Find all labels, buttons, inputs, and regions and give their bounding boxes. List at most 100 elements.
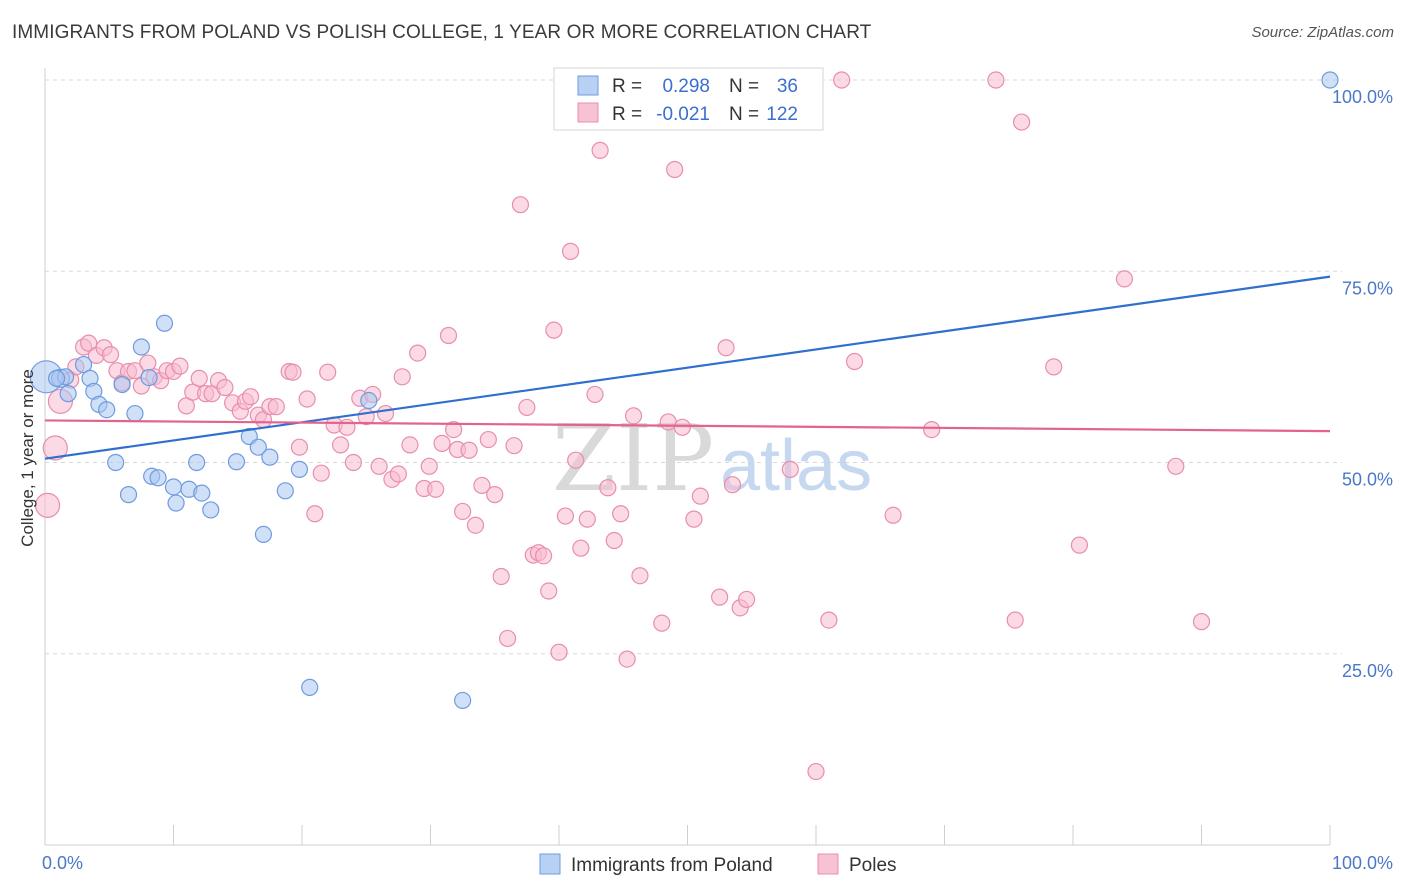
data-point-immigrants-from-poland <box>188 453 206 472</box>
data-point-poles <box>376 404 395 423</box>
data-point-poles <box>306 505 324 523</box>
data-point-poles <box>177 397 195 415</box>
data-point-immigrants-from-poland <box>290 460 309 478</box>
data-point-poles <box>540 582 558 600</box>
data-point-poles <box>242 388 260 406</box>
data-point-poles <box>738 590 756 609</box>
data-point-poles <box>445 421 463 439</box>
data-point-poles <box>290 438 309 456</box>
data-point-poles <box>561 242 580 260</box>
data-point-poles <box>807 762 825 781</box>
legend-box <box>553 67 824 131</box>
data-point-poles <box>1006 611 1024 629</box>
legend-n-value-1: 122 <box>766 104 798 125</box>
data-point-poles <box>781 460 799 478</box>
chart-source: Source: ZipAtlas.com <box>1251 24 1394 41</box>
y-tick-label: 100.0% <box>1332 87 1393 107</box>
data-point-poles <box>190 369 208 387</box>
data-point-poles <box>486 486 504 504</box>
data-point-poles <box>1192 613 1211 631</box>
data-point-poles <box>439 326 458 345</box>
data-point-immigrants-from-poland <box>164 478 183 496</box>
data-point-poles <box>401 436 419 454</box>
data-point-immigrants-from-poland <box>193 484 211 502</box>
data-point-poles <box>586 385 604 404</box>
data-point-poles <box>884 506 902 524</box>
data-point-immigrants-from-poland <box>132 338 150 356</box>
data-point-poles <box>427 480 445 498</box>
data-point-poles <box>433 434 451 452</box>
data-point-poles <box>505 437 523 455</box>
data-point-poles <box>126 362 144 380</box>
data-point-poles <box>473 476 491 495</box>
data-point-immigrants-from-poland <box>202 501 220 519</box>
data-point-poles <box>420 457 438 475</box>
data-point-immigrants-from-poland <box>261 448 279 466</box>
bottom-legend-label-immigrants-from-poland: Immigrants from Poland <box>571 855 773 876</box>
data-point-poles <box>492 567 510 586</box>
legend-r-label-1: R = <box>612 104 642 125</box>
data-point-poles <box>216 378 234 397</box>
data-point-poles <box>666 160 684 179</box>
data-point-poles <box>393 368 411 386</box>
legend-n-value-0: 36 <box>777 76 798 97</box>
data-point-poles <box>319 363 337 381</box>
trendlines <box>44 275 1331 460</box>
axes <box>44 68 1331 846</box>
data-point-poles <box>34 492 61 518</box>
bottom-legend-swatch-poles <box>817 853 839 875</box>
data-point-immigrants-from-poland <box>126 404 144 423</box>
data-point-poles <box>711 588 729 606</box>
chart-title: IMMIGRANTS FROM POLAND VS POLISH COLLEGE… <box>12 22 872 43</box>
legend-r-label-0: R = <box>612 76 642 97</box>
data-point-immigrants-from-poland <box>119 486 138 504</box>
legend: R = 0.298 N = 36 R = -0.021 N = 122 <box>553 67 824 131</box>
legend-swatch-poles <box>577 102 599 123</box>
data-point-immigrants-from-poland <box>47 369 66 387</box>
data-point-immigrants-from-poland <box>59 385 77 403</box>
data-point-immigrants-from-poland <box>249 438 267 456</box>
data-point-poles <box>545 321 563 339</box>
data-point-poles <box>466 516 485 534</box>
data-point-immigrants-from-poland <box>276 482 294 500</box>
data-point-poles <box>1167 457 1185 475</box>
data-point-poles <box>578 510 596 528</box>
data-point-poles <box>833 71 851 89</box>
data-point-immigrants-from-poland <box>360 391 378 410</box>
legend-r-value-0: 0.298 <box>662 76 710 97</box>
data-point-immigrants-from-poland <box>301 678 319 697</box>
data-point-poles <box>312 464 330 482</box>
data-point-poles <box>987 71 1005 89</box>
data-point-poles <box>42 435 68 461</box>
data-point-immigrants-from-poland <box>149 469 167 487</box>
data-point-poles <box>344 453 362 472</box>
data-point-poles <box>80 334 98 352</box>
watermark: ZIP atlas <box>552 405 872 512</box>
data-point-poles <box>479 430 497 449</box>
data-point-immigrants-from-poland <box>107 453 125 472</box>
trendline-poles <box>44 419 1331 433</box>
data-point-poles <box>534 547 553 565</box>
data-point-poles <box>624 407 643 425</box>
bottom-legend-swatch-immigrants-from-poland <box>539 853 561 875</box>
data-point-poles <box>923 421 941 439</box>
legend-n-label-0: N = <box>729 76 759 97</box>
data-point-immigrants-from-poland <box>155 314 174 332</box>
data-point-poles <box>612 505 630 523</box>
trendline-immigrants-from-poland <box>44 275 1331 460</box>
data-point-poles <box>1045 358 1063 376</box>
data-point-immigrants-from-poland <box>454 691 472 710</box>
legend-swatch-immigrants-from-poland <box>577 75 599 96</box>
data-point-poles <box>567 451 585 469</box>
data-point-poles <box>673 418 691 436</box>
data-point-immigrants-from-poland <box>1321 71 1339 89</box>
bottom-legend-label-poles: Poles <box>849 855 897 876</box>
data-point-poles <box>599 479 617 497</box>
data-point-poles <box>511 196 530 214</box>
data-point-immigrants-from-poland <box>113 375 131 394</box>
data-point-poles <box>1012 113 1031 131</box>
data-point-immigrants-from-poland <box>167 494 185 512</box>
data-point-poles <box>591 141 609 159</box>
data-point-poles <box>331 436 350 454</box>
y-tick-labels: 25.0% 50.0% 75.0% 100.0% <box>1332 87 1393 681</box>
